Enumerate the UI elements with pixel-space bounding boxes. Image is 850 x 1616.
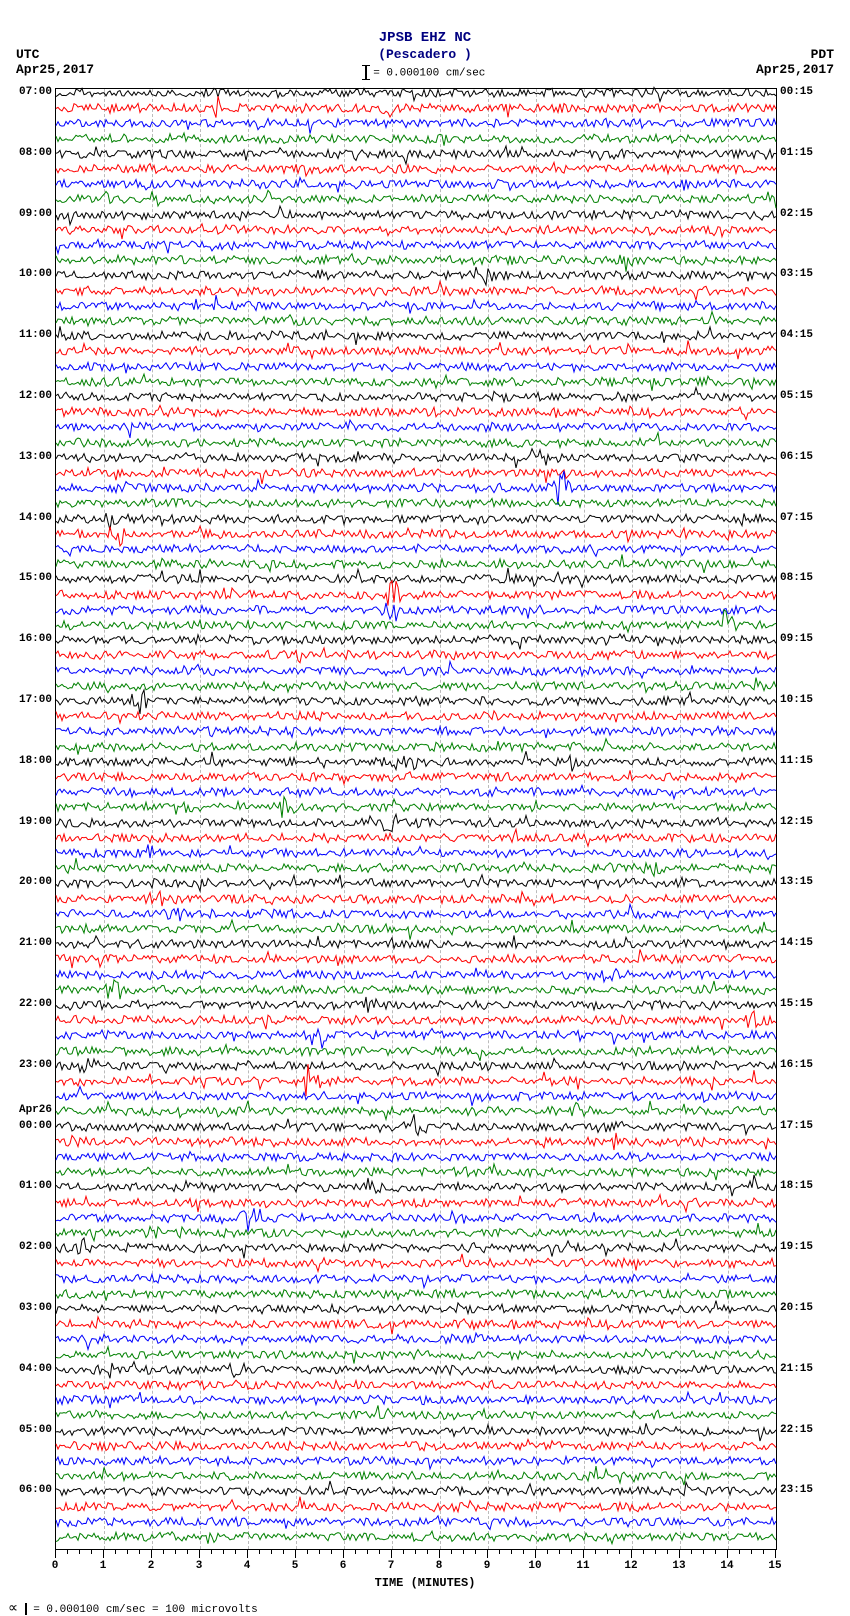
x-tick-label: 6 bbox=[340, 1560, 347, 1572]
utc-time-label: 21:00 bbox=[4, 937, 52, 949]
seismogram-container: JPSB EHZ NC (Pescadero ) = 0.000100 cm/s… bbox=[0, 0, 850, 1613]
station-title: JPSB EHZ NC bbox=[0, 30, 850, 46]
x-tick-label: 2 bbox=[148, 1560, 155, 1572]
trace-row bbox=[56, 1517, 776, 1557]
pdt-time-label: 16:15 bbox=[780, 1059, 813, 1071]
timezone-left: UTC bbox=[16, 47, 39, 62]
utc-time-label: 06:00 bbox=[4, 1484, 52, 1496]
pdt-time-label: 03:15 bbox=[780, 268, 813, 280]
x-tick-label: 5 bbox=[292, 1560, 299, 1572]
footer-scale: ∝ = 0.000100 cm/sec = 100 microvolts bbox=[8, 1600, 258, 1616]
day-marker: Apr26 bbox=[4, 1104, 52, 1116]
location-subtitle: (Pescadero ) bbox=[0, 47, 850, 62]
x-tick-label: 1 bbox=[100, 1560, 107, 1572]
x-tick-label: 15 bbox=[768, 1560, 781, 1572]
utc-time-label: 18:00 bbox=[4, 755, 52, 767]
x-tick-label: 13 bbox=[672, 1560, 685, 1572]
utc-time-label: 10:00 bbox=[4, 268, 52, 280]
pdt-time-label: 09:15 bbox=[780, 633, 813, 645]
utc-time-label: 23:00 bbox=[4, 1059, 52, 1071]
x-tick-label: 9 bbox=[484, 1560, 491, 1572]
utc-time-label: 11:00 bbox=[4, 329, 52, 341]
pdt-time-label: 13:15 bbox=[780, 876, 813, 888]
utc-time-label: 00:00 bbox=[4, 1120, 52, 1132]
pdt-time-label: 22:15 bbox=[780, 1424, 813, 1436]
utc-time-label: 02:00 bbox=[4, 1241, 52, 1253]
x-tick-label: 3 bbox=[196, 1560, 203, 1572]
x-tick-label: 10 bbox=[528, 1560, 541, 1572]
pdt-time-label: 08:15 bbox=[780, 572, 813, 584]
utc-time-label: 12:00 bbox=[4, 390, 52, 402]
utc-time-label: 04:00 bbox=[4, 1363, 52, 1375]
utc-time-label: 14:00 bbox=[4, 512, 52, 524]
utc-time-label: 05:00 bbox=[4, 1424, 52, 1436]
utc-time-label: 07:00 bbox=[4, 86, 52, 98]
x-tick-label: 4 bbox=[244, 1560, 251, 1572]
utc-time-label: 01:00 bbox=[4, 1180, 52, 1192]
pdt-time-label: 01:15 bbox=[780, 147, 813, 159]
utc-time-label: 22:00 bbox=[4, 998, 52, 1010]
x-tick-label: 0 bbox=[52, 1560, 59, 1572]
utc-time-label: 16:00 bbox=[4, 633, 52, 645]
x-tick-label: 8 bbox=[436, 1560, 443, 1572]
seismogram-plot bbox=[55, 88, 777, 1550]
pdt-time-label: 10:15 bbox=[780, 694, 813, 706]
pdt-time-label: 12:15 bbox=[780, 816, 813, 828]
pdt-time-label: 02:15 bbox=[780, 208, 813, 220]
pdt-time-label: 15:15 bbox=[780, 998, 813, 1010]
pdt-time-label: 06:15 bbox=[780, 451, 813, 463]
x-tick-label: 7 bbox=[388, 1560, 395, 1572]
x-tick-label: 12 bbox=[624, 1560, 637, 1572]
x-axis-title: TIME (MINUTES) bbox=[0, 1576, 850, 1590]
pdt-time-label: 20:15 bbox=[780, 1302, 813, 1314]
utc-time-label: 09:00 bbox=[4, 208, 52, 220]
utc-time-label: 15:00 bbox=[4, 572, 52, 584]
utc-time-label: 08:00 bbox=[4, 147, 52, 159]
pdt-time-label: 18:15 bbox=[780, 1180, 813, 1192]
utc-time-label: 03:00 bbox=[4, 1302, 52, 1314]
pdt-time-label: 19:15 bbox=[780, 1241, 813, 1253]
utc-time-label: 13:00 bbox=[4, 451, 52, 463]
pdt-time-label: 05:15 bbox=[780, 390, 813, 402]
pdt-time-label: 17:15 bbox=[780, 1120, 813, 1132]
utc-time-label: 19:00 bbox=[4, 816, 52, 828]
utc-time-label: 17:00 bbox=[4, 694, 52, 706]
x-tick-label: 11 bbox=[576, 1560, 589, 1572]
utc-time-label: 20:00 bbox=[4, 876, 52, 888]
pdt-time-label: 23:15 bbox=[780, 1484, 813, 1496]
timezone-right: PDT bbox=[811, 47, 834, 62]
pdt-time-label: 21:15 bbox=[780, 1363, 813, 1375]
pdt-time-label: 00:15 bbox=[780, 86, 813, 98]
pdt-time-label: 04:15 bbox=[780, 329, 813, 341]
x-tick-label: 14 bbox=[720, 1560, 733, 1572]
pdt-time-label: 07:15 bbox=[780, 512, 813, 524]
pdt-time-label: 14:15 bbox=[780, 937, 813, 949]
pdt-time-label: 11:15 bbox=[780, 755, 813, 767]
